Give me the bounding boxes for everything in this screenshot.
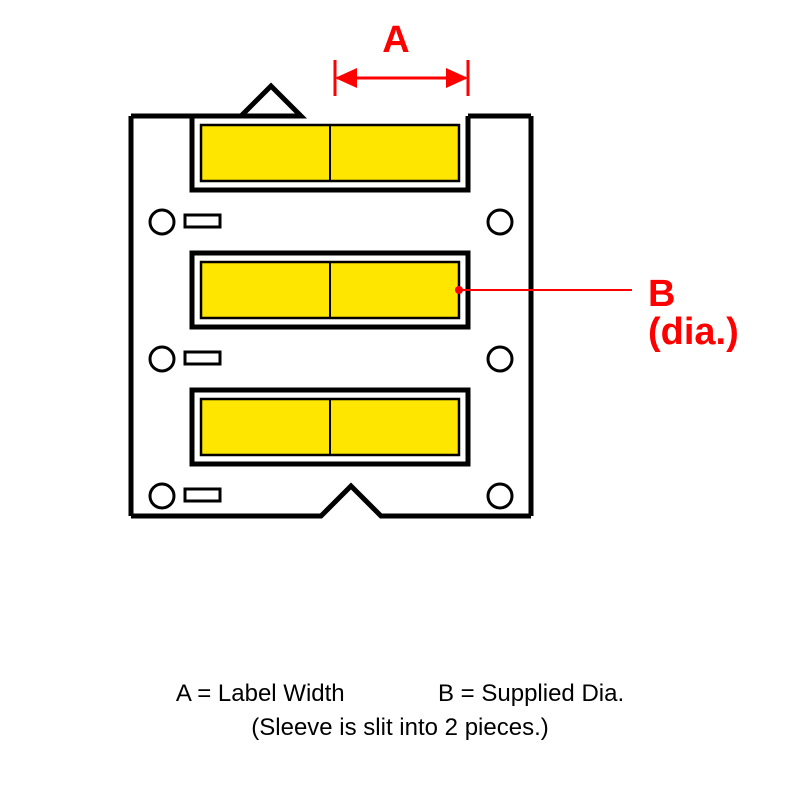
caption-line-1: A = Label Width B = Supplied Dia. [0,680,800,708]
caption-a-def: A = Label Width [176,680,345,707]
caption-b-def: B = Supplied Dia. [438,680,624,707]
svg-text:(dia.): (dia.) [648,311,739,353]
caption-line-2: (Sleeve is slit into 2 pieces.) [0,714,800,742]
svg-text:A: A [382,19,409,61]
svg-text:B: B [648,273,675,315]
